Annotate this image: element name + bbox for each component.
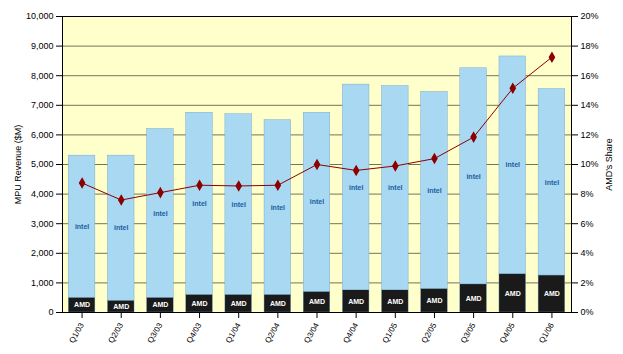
svg-text:intel: intel [427,187,441,194]
svg-text:10%: 10% [581,159,599,169]
svg-text:AMD: AMD [505,290,521,297]
svg-text:AMD: AMD [544,290,560,297]
svg-text:intel: intel [349,184,363,191]
svg-text:AMD's Share: AMD's Share [604,138,614,191]
svg-text:14%: 14% [581,100,599,110]
svg-text:Q3/05: Q3/05 [459,321,478,345]
svg-text:3,000: 3,000 [31,219,54,229]
svg-text:5,000: 5,000 [31,159,54,169]
svg-text:intel: intel [466,173,480,180]
svg-text:intel: intel [75,223,89,230]
svg-text:4,000: 4,000 [31,189,54,199]
svg-text:7,000: 7,000 [31,100,54,110]
svg-text:Q2/04: Q2/04 [263,321,282,345]
svg-text:Q1/06: Q1/06 [537,321,556,345]
svg-text:6,000: 6,000 [31,130,54,140]
svg-text:AMD: AMD [74,301,90,308]
svg-text:9,000: 9,000 [31,41,54,51]
svg-text:AMD: AMD [152,301,168,308]
svg-text:8%: 8% [581,189,594,199]
svg-text:intel: intel [153,210,167,217]
svg-text:Q4/04: Q4/04 [341,321,360,345]
svg-text:Q4/03: Q4/03 [185,321,204,345]
svg-text:2,000: 2,000 [31,248,54,258]
svg-text:8,000: 8,000 [31,71,54,81]
svg-text:AMD: AMD [387,298,403,305]
svg-text:Q3/04: Q3/04 [302,321,321,345]
svg-text:AMD: AMD [348,298,364,305]
svg-text:Q1/05: Q1/05 [381,321,400,345]
svg-text:10,000: 10,000 [26,11,54,21]
svg-text:intel: intel [192,200,206,207]
svg-text:AMD: AMD [309,298,325,305]
svg-text:intel: intel [271,204,285,211]
svg-text:MPU Revenue ($M): MPU Revenue ($M) [13,125,23,205]
svg-text:Q1/04: Q1/04 [224,321,243,345]
svg-text:0%: 0% [581,307,594,317]
svg-text:AMD: AMD [192,300,208,307]
svg-text:intel: intel [114,224,128,231]
svg-text:AMD: AMD [466,295,482,302]
svg-text:6%: 6% [581,219,594,229]
svg-text:16%: 16% [581,71,599,81]
svg-text:12%: 12% [581,130,599,140]
svg-text:20%: 20% [581,11,599,21]
svg-text:intel: intel [388,184,402,191]
svg-text:AMD: AMD [113,303,129,310]
svg-text:2%: 2% [581,278,594,288]
svg-text:0: 0 [48,307,53,317]
svg-text:Q2/05: Q2/05 [420,321,439,345]
svg-text:Q3/03: Q3/03 [146,321,165,345]
svg-text:AMD: AMD [270,300,286,307]
svg-text:18%: 18% [581,41,599,51]
svg-text:Q1/03: Q1/03 [67,321,86,345]
svg-text:intel: intel [545,179,559,186]
svg-text:Q2/03: Q2/03 [106,321,125,345]
svg-text:1,000: 1,000 [31,278,54,288]
svg-text:AMD: AMD [426,297,442,304]
svg-text:intel: intel [310,198,324,205]
svg-text:intel: intel [506,161,520,168]
svg-text:AMD: AMD [231,300,247,307]
svg-text:Q4/05: Q4/05 [498,321,517,345]
svg-text:4%: 4% [581,248,594,258]
svg-text:intel: intel [231,201,245,208]
